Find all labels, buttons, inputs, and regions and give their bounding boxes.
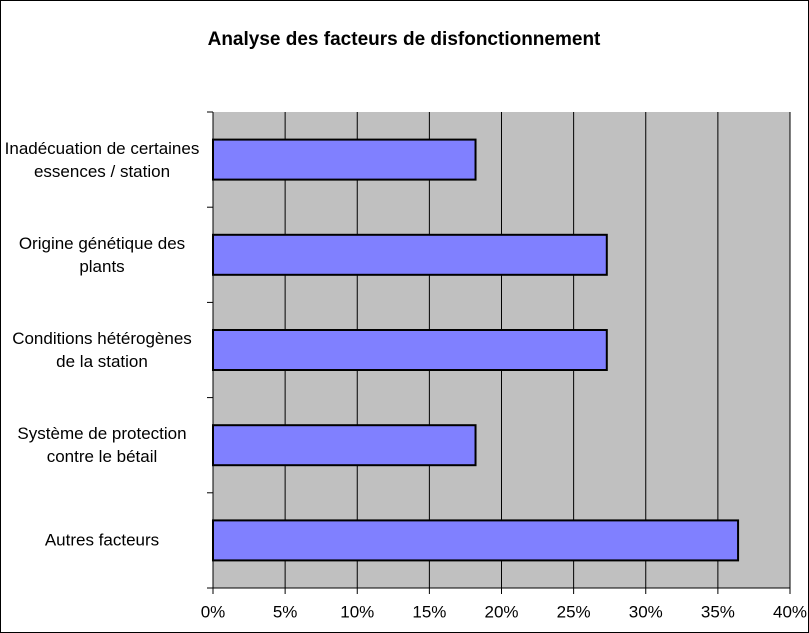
x-tick-label: 25%	[557, 602, 591, 621]
y-tick-label: Autres facteurs	[44, 530, 160, 550]
x-tick-label: 20%	[484, 602, 518, 621]
x-tick-label: 0%	[201, 602, 226, 621]
y-tick-label: Origine génétique des plants	[18, 233, 186, 276]
y-tick-label: Inadécuation de certaines essences / sta…	[4, 138, 200, 181]
bar	[212, 519, 740, 562]
bar	[212, 424, 477, 467]
x-tick-label: 40%	[773, 602, 807, 621]
x-tick-label: 30%	[629, 602, 663, 621]
y-tick-label: Système de protection contre le bétail	[17, 424, 187, 467]
x-tick-label: 35%	[701, 602, 735, 621]
chart-title: Analyse des facteurs de disfonctionnemen…	[208, 29, 601, 50]
bar	[212, 138, 477, 181]
x-tick-label: 5%	[273, 602, 298, 621]
y-tick-label: Conditions hétérogènes de la station	[12, 329, 192, 371]
bar	[212, 329, 608, 371]
x-tick-label: 10%	[340, 602, 374, 621]
bar	[212, 233, 608, 276]
x-tick-label: 15%	[412, 602, 446, 621]
